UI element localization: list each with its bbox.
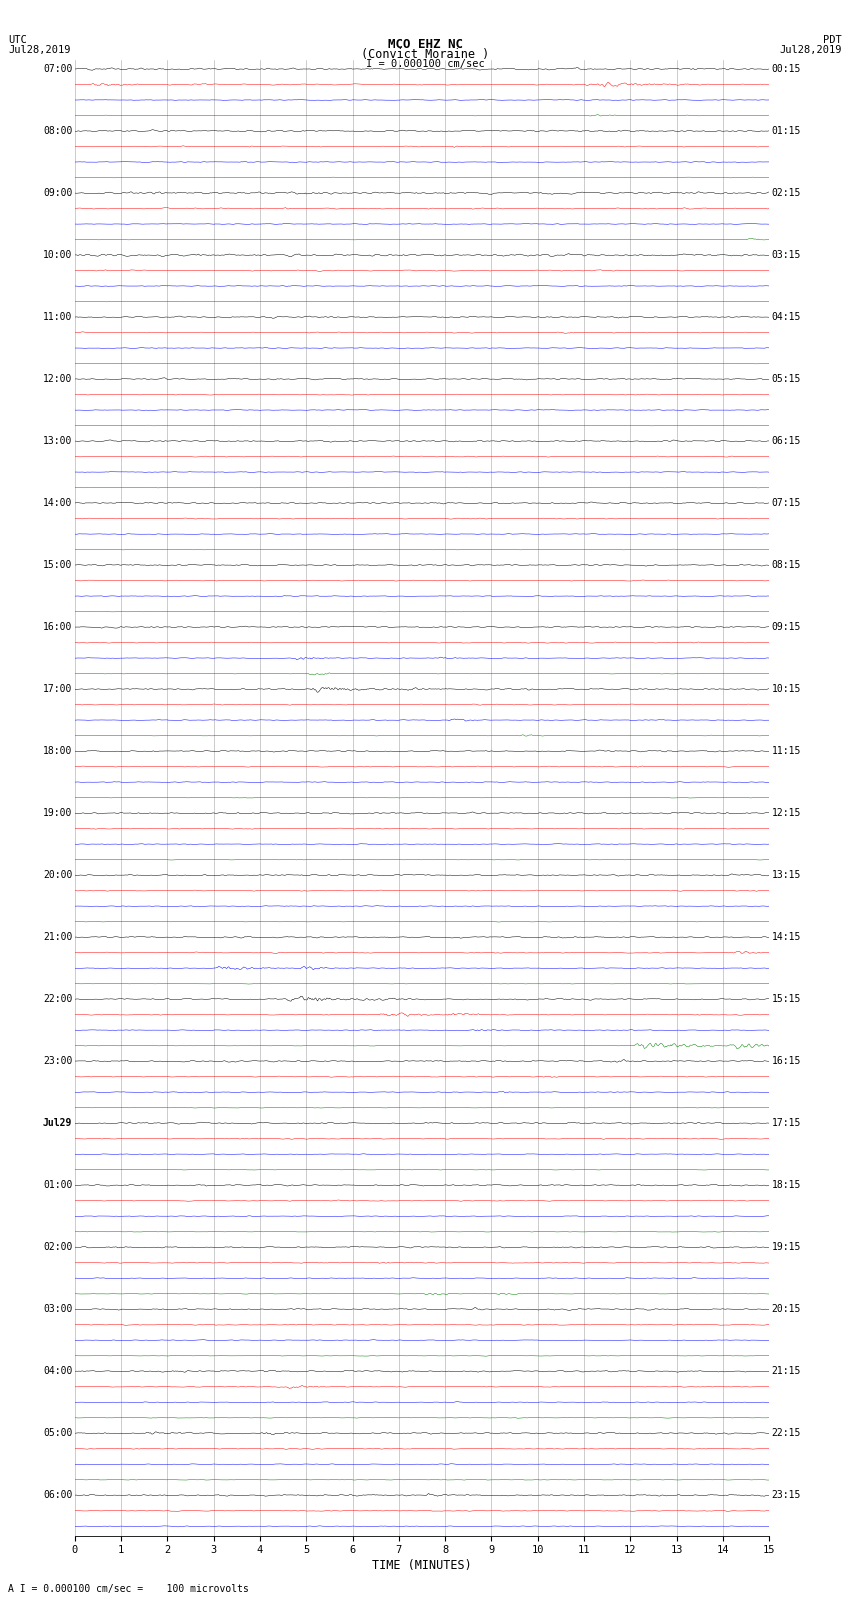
Text: 11:15: 11:15: [772, 747, 802, 756]
Text: 20:00: 20:00: [42, 869, 72, 881]
Text: 13:15: 13:15: [772, 869, 802, 881]
Text: 13:00: 13:00: [42, 436, 72, 447]
Text: 17:00: 17:00: [42, 684, 72, 694]
Text: 06:00: 06:00: [42, 1490, 72, 1500]
Text: 07:00: 07:00: [42, 65, 72, 74]
Text: 15:15: 15:15: [772, 994, 802, 1005]
Text: 07:15: 07:15: [772, 498, 802, 508]
Text: 17:15: 17:15: [772, 1118, 802, 1127]
Text: 19:15: 19:15: [772, 1242, 802, 1252]
Text: 01:00: 01:00: [42, 1181, 72, 1190]
Text: 12:15: 12:15: [772, 808, 802, 818]
Text: 00:15: 00:15: [772, 65, 802, 74]
Text: 10:00: 10:00: [42, 250, 72, 260]
Text: 21:00: 21:00: [42, 932, 72, 942]
Text: 04:00: 04:00: [42, 1366, 72, 1376]
Text: 02:15: 02:15: [772, 189, 802, 198]
Text: (Convict Moraine ): (Convict Moraine ): [361, 48, 489, 61]
Text: 05:15: 05:15: [772, 374, 802, 384]
Text: Jul29: Jul29: [42, 1118, 72, 1127]
Text: 03:00: 03:00: [42, 1305, 72, 1315]
Text: 18:15: 18:15: [772, 1181, 802, 1190]
Text: UTC: UTC: [8, 35, 27, 45]
Text: 12:00: 12:00: [42, 374, 72, 384]
Text: Jul28,2019: Jul28,2019: [779, 45, 842, 55]
Text: A I = 0.000100 cm/sec =    100 microvolts: A I = 0.000100 cm/sec = 100 microvolts: [8, 1584, 249, 1594]
Text: 23:00: 23:00: [42, 1057, 72, 1066]
Text: 02:00: 02:00: [42, 1242, 72, 1252]
Text: MCO EHZ NC: MCO EHZ NC: [388, 37, 462, 52]
Text: 16:15: 16:15: [772, 1057, 802, 1066]
Text: 21:15: 21:15: [772, 1366, 802, 1376]
Text: 22:15: 22:15: [772, 1428, 802, 1439]
Text: 08:00: 08:00: [42, 126, 72, 135]
Text: 10:15: 10:15: [772, 684, 802, 694]
Text: 05:00: 05:00: [42, 1428, 72, 1439]
Text: 09:00: 09:00: [42, 189, 72, 198]
Text: 23:15: 23:15: [772, 1490, 802, 1500]
Text: 08:15: 08:15: [772, 560, 802, 569]
Text: 01:15: 01:15: [772, 126, 802, 135]
Text: Jul28,2019: Jul28,2019: [8, 45, 71, 55]
Text: 14:15: 14:15: [772, 932, 802, 942]
Text: 19:00: 19:00: [42, 808, 72, 818]
Text: 16:00: 16:00: [42, 623, 72, 632]
Text: 09:15: 09:15: [772, 623, 802, 632]
X-axis label: TIME (MINUTES): TIME (MINUTES): [372, 1560, 472, 1573]
Text: 06:15: 06:15: [772, 436, 802, 447]
Text: PDT: PDT: [823, 35, 842, 45]
Text: 22:00: 22:00: [42, 994, 72, 1005]
Text: 04:15: 04:15: [772, 311, 802, 323]
Text: 20:15: 20:15: [772, 1305, 802, 1315]
Text: 03:15: 03:15: [772, 250, 802, 260]
Text: 14:00: 14:00: [42, 498, 72, 508]
Text: 15:00: 15:00: [42, 560, 72, 569]
Text: 18:00: 18:00: [42, 747, 72, 756]
Text: I = 0.000100 cm/sec: I = 0.000100 cm/sec: [366, 58, 484, 69]
Text: 11:00: 11:00: [42, 311, 72, 323]
